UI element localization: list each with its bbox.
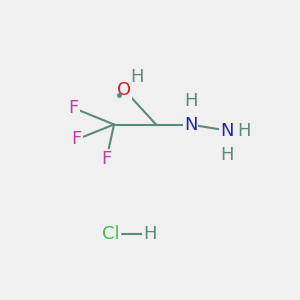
Text: H: H [130, 68, 143, 85]
Text: N: N [184, 116, 197, 134]
Text: H: H [220, 146, 233, 164]
Text: Cl: Cl [102, 225, 120, 243]
Text: H: H [184, 92, 197, 110]
Text: F: F [101, 150, 112, 168]
Text: H: H [143, 225, 157, 243]
Text: O: O [117, 81, 132, 99]
Text: F: F [68, 99, 79, 117]
Text: N: N [220, 122, 233, 140]
Text: H: H [238, 122, 251, 140]
Text: F: F [71, 130, 82, 148]
